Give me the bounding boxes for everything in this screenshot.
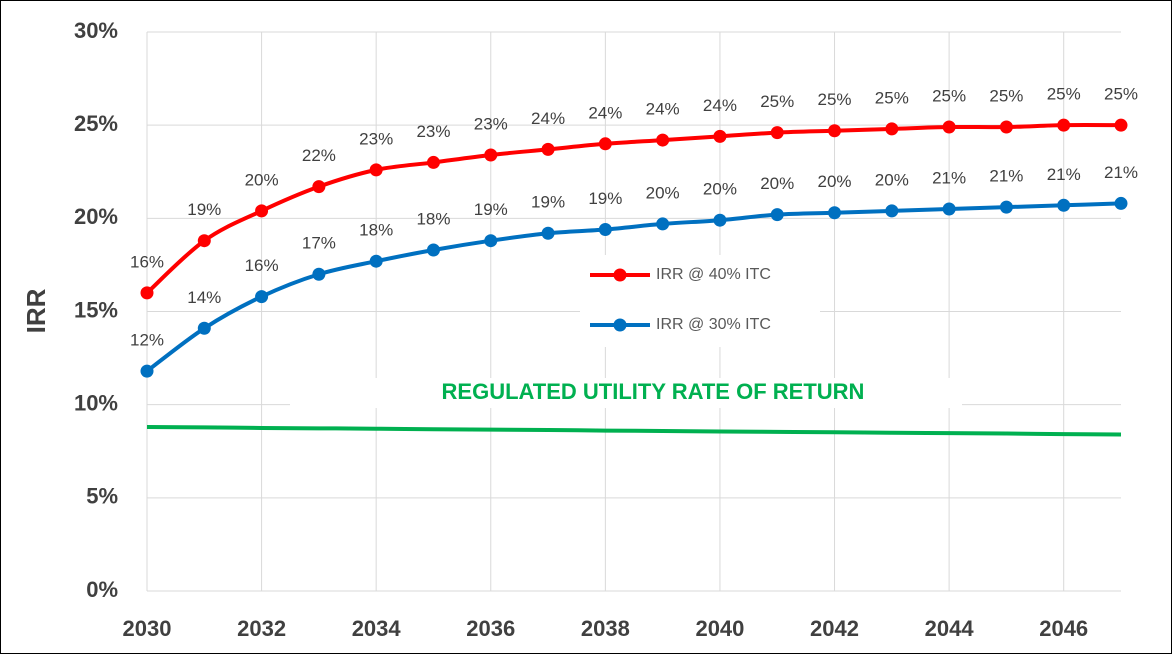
data-point [1114,118,1128,132]
data-label: 14% [187,288,221,307]
data-point [942,202,956,216]
y-tick-label: 25% [74,111,118,136]
data-point [770,208,784,222]
data-label: 19% [531,193,565,212]
x-tick-label: 2042 [810,616,859,641]
data-label: 24% [703,96,737,115]
data-point [255,204,269,218]
y-tick-label: 15% [74,297,118,322]
y-axis-label: IRR [21,288,51,333]
x-tick-label: 2038 [581,616,630,641]
data-point [828,206,842,220]
y-tick-label: 20% [74,204,118,229]
data-label: 24% [531,109,565,128]
data-label: 20% [760,174,794,193]
y-tick-label: 10% [74,390,118,415]
data-label: 23% [416,122,450,141]
data-point [942,120,956,134]
data-point [426,243,440,257]
annotation-box [290,378,962,408]
data-point [656,133,670,147]
data-label: 25% [932,87,966,106]
legend-marker [613,318,627,332]
data-label: 21% [989,167,1023,186]
legend-label: IRR @ 30% ITC [656,316,771,333]
data-point [255,290,269,304]
data-point [541,226,555,240]
y-tick-label: 30% [74,18,118,43]
x-tick-label: 2044 [925,616,975,641]
data-point [312,267,326,281]
y-tick-label: 0% [86,577,118,602]
data-label: 23% [359,129,393,148]
data-point [484,148,498,162]
data-label: 20% [818,172,852,191]
data-label: 19% [187,200,221,219]
data-point [369,163,383,177]
data-point [140,286,154,300]
data-point [885,122,899,136]
y-tick-label: 5% [86,484,118,509]
data-label: 18% [416,209,450,228]
data-point [1114,196,1128,210]
legend-label: IRR @ 40% ITC [656,266,771,283]
data-label: 25% [818,90,852,109]
data-label: 24% [588,103,622,122]
legend-marker [613,268,627,282]
data-point [541,142,555,156]
data-point [369,254,383,268]
x-tick-label: 2030 [123,616,172,641]
data-label: 16% [245,256,279,275]
data-point [426,155,440,169]
data-label: 25% [875,88,909,107]
data-point [598,223,612,237]
data-label: 18% [359,221,393,240]
data-label: 16% [130,252,164,271]
x-tick-label: 2040 [695,616,744,641]
x-tick-label: 2036 [466,616,515,641]
data-label: 17% [302,234,336,253]
data-label: 24% [646,100,680,119]
data-point [1057,118,1071,132]
annotation: REGULATED UTILITY RATE OF RETURN [442,379,865,404]
data-point [1057,198,1071,212]
data-point [197,234,211,248]
data-label: 21% [1047,165,1081,184]
data-label: 21% [932,169,966,188]
data-label: 23% [474,114,508,133]
data-label: 20% [245,170,279,189]
data-point [598,137,612,151]
data-label: 19% [588,189,622,208]
data-label: 21% [1104,163,1138,182]
data-point [312,180,326,194]
data-point [484,234,498,248]
data-point [999,120,1013,134]
data-point [885,204,899,218]
data-label: 22% [302,146,336,165]
x-tick-label: 2032 [237,616,286,641]
data-label: 25% [989,87,1023,106]
data-label: 25% [1047,85,1081,104]
data-label: 20% [875,170,909,189]
data-point [770,126,784,140]
data-point [656,217,670,231]
data-point [713,213,727,227]
x-tick-label: 2034 [352,616,402,641]
x-tick-label: 2046 [1039,616,1088,641]
data-point [828,124,842,138]
data-point [999,200,1013,214]
data-point [140,364,154,378]
data-label: 20% [703,180,737,199]
data-label: 12% [130,331,164,350]
data-label: 19% [474,200,508,219]
data-point [197,321,211,335]
data-label: 25% [760,92,794,111]
data-label: 20% [646,183,680,202]
series-line [146,425,1122,437]
data-label: 25% [1104,85,1138,104]
data-point [713,129,727,143]
